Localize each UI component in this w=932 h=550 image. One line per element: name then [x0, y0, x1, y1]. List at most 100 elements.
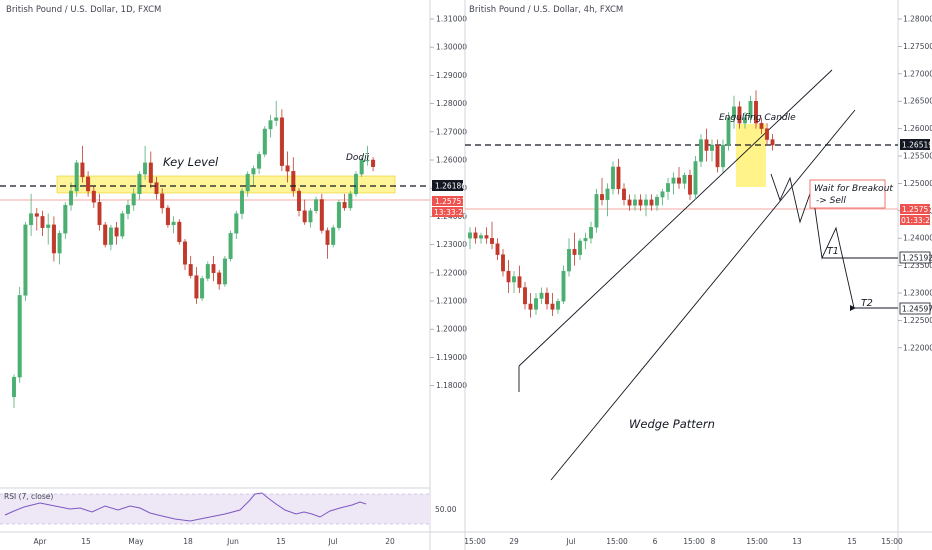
candle-down — [572, 248, 577, 255]
candle-down — [501, 254, 505, 272]
candle-up — [17, 295, 22, 378]
candle-up — [205, 264, 210, 279]
right-price-axis[interactable]: 1.28000 1.27500 1.27000 1.26500 1.26000 1.255… — [898, 15, 932, 353]
candle-down — [148, 162, 153, 183]
candle-up — [556, 301, 560, 310]
svg-text:1.25757: 1.25757 — [902, 205, 932, 214]
candle-down — [40, 216, 45, 228]
left-price-tick: 1.26000 — [436, 156, 467, 165]
svg-text:13:33:23: 13:33:23 — [434, 208, 468, 217]
candle-up — [589, 227, 593, 239]
left-chart-panel[interactable]: British Pound / U.S. Dollar, 1D, FXCM 1.… — [0, 0, 468, 550]
candle-down — [523, 287, 527, 305]
wedge-pattern-label: Wedge Pattern — [629, 417, 715, 431]
candle-down — [177, 221, 182, 242]
candle-down — [188, 264, 193, 276]
left-time-tick: May — [128, 537, 144, 546]
candle-down — [302, 210, 307, 223]
candle-down — [297, 190, 302, 211]
candle-up — [125, 204, 130, 214]
right-time-tick: 15:00 — [464, 537, 486, 546]
svg-text:1.24597: 1.24597 — [902, 305, 932, 314]
svg-text:1.25757: 1.25757 — [435, 197, 466, 206]
rsi-title: RSI (7, close) — [4, 492, 53, 501]
t1-price-tag: 1.25192 — [899, 251, 932, 264]
candle-down — [342, 202, 347, 209]
left-price-tick: 1.30000 — [436, 43, 467, 52]
candle-up — [268, 120, 273, 130]
candle-up — [348, 193, 353, 209]
candle-down — [688, 174, 692, 195]
projected-path — [770, 173, 855, 309]
candle-down — [319, 199, 324, 231]
left-time-tick: 15 — [81, 537, 91, 546]
candle-down — [160, 193, 165, 209]
left-time-tick: Jun — [226, 537, 239, 546]
left-candles — [11, 100, 376, 409]
right-time-tick: 15:00 — [746, 537, 768, 546]
right-price-tick: 1.26000 — [903, 124, 932, 133]
wait-breakout-line-2: -> Sell — [816, 196, 846, 206]
rsi-tick: 50.00 — [435, 505, 457, 514]
candle-up — [561, 270, 566, 302]
key-level-label: Key Level — [163, 155, 219, 169]
wait-breakout-box: Wait for Breakout -> Sell — [809, 179, 893, 209]
candle-up — [721, 144, 725, 168]
candle-up — [633, 199, 637, 206]
candle-down — [34, 213, 39, 217]
right-countdown-tag: 01:33:24 — [900, 215, 932, 225]
candle-up — [611, 166, 615, 190]
right-time-axis[interactable]: 15:00 29 Jul 15:00 6 15:00 8 15:00 13 15 15:00 — [464, 537, 903, 546]
candle-down — [517, 276, 522, 288]
candle-down — [103, 224, 108, 245]
candle-down — [704, 139, 709, 151]
candle-down — [600, 194, 604, 201]
candle-up — [239, 190, 244, 214]
candle-down — [638, 199, 643, 206]
right-price-tick: 1.24000 — [903, 234, 932, 243]
candle-up — [359, 159, 364, 175]
candle-up — [605, 188, 610, 201]
rsi-line — [4, 492, 367, 522]
right-price-tick: 1.27500 — [903, 42, 932, 51]
candle-up — [23, 224, 28, 296]
right-time-tick: Jul — [565, 537, 575, 546]
candle-up — [234, 213, 239, 234]
right-chart-panel[interactable]: British Pound / U.S. Dollar, 4h, FXCM 1.… — [464, 0, 932, 550]
left-time-axis[interactable]: Apr 15 May 18 Jun 15 Jul 20 — [34, 537, 395, 546]
right-time-tick: 13 — [792, 537, 802, 546]
candle-up — [137, 173, 142, 195]
svg-text:1.26519: 1.26519 — [902, 141, 932, 150]
candle-up — [200, 278, 205, 299]
candle-down — [165, 207, 170, 226]
candle-down — [91, 190, 96, 203]
left-price-tick: 1.31000 — [436, 15, 467, 24]
candle-down — [211, 264, 216, 273]
candle-down — [550, 303, 555, 310]
candle-down — [182, 241, 187, 265]
candle-down — [545, 292, 549, 305]
candle-up — [314, 199, 319, 211]
candle-up — [539, 292, 544, 299]
candle-up — [29, 213, 34, 226]
candle-up — [655, 196, 659, 206]
candle-down — [759, 122, 764, 129]
right-price-tick: 1.28000 — [903, 15, 932, 24]
right-price-tick: 1.25500 — [903, 152, 932, 161]
candle-down — [371, 159, 376, 167]
candle-down — [622, 188, 626, 201]
left-price-tick: 1.23000 — [436, 240, 467, 249]
rsi-band — [0, 494, 430, 524]
left-time-tick: Jul — [327, 537, 337, 546]
candle-up — [743, 117, 747, 124]
right-chart-title: British Pound / U.S. Dollar, 4h, FXCM — [469, 5, 623, 15]
candle-down — [737, 106, 742, 124]
wait-breakout-line-1: Wait for Breakout — [814, 184, 893, 194]
candle-up — [748, 100, 753, 118]
candle-up — [594, 194, 599, 228]
candle-up — [222, 258, 227, 285]
candle-up — [710, 144, 714, 151]
t1-label: T1 — [827, 246, 839, 257]
left-time-tick: 20 — [385, 537, 395, 546]
